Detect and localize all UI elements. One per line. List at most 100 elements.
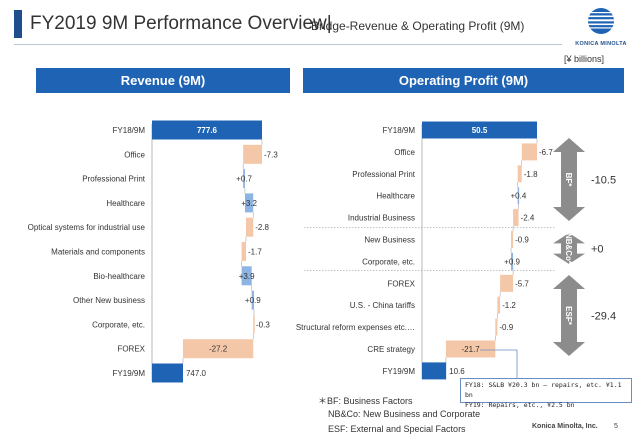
op-value-label-industrial-business: -2.4 <box>521 214 535 223</box>
revenue-value-label-forex: -27.2 <box>209 345 228 354</box>
op-value-label-fy19-9m: 10.6 <box>449 367 465 376</box>
op-value-label-office: -6.7 <box>539 148 553 157</box>
op-group-total-esf: -29.4 <box>591 311 616 323</box>
revenue-bar-professional-print <box>243 169 245 189</box>
cre-footnote-box: FY18: S&LB ¥20.3 bn – repairs, etc. ¥1.1… <box>460 378 632 409</box>
revenue-value-label-fy19-9m: 747.0 <box>186 369 207 378</box>
revenue-value-label-office: -7.3 <box>264 150 278 159</box>
title-divider <box>14 44 562 45</box>
revenue-value-label-fy18-9m: 777.6 <box>197 126 218 135</box>
revenue-category-label-fy18-9m: FY18/9M <box>113 126 146 135</box>
revenue-bar-other-new-business <box>251 290 254 310</box>
op-value-label-new-business: -0.9 <box>515 236 529 245</box>
revenue-category-label-other-new-business: Other New business <box>73 296 145 305</box>
op-group-bracket-nb-co <box>553 233 585 264</box>
op-bar-u-s-china-tariffs <box>497 296 501 314</box>
op-group-name-nb-co: NB&Co* <box>564 233 573 265</box>
op-category-label-fy18-9m: FY18/9M <box>383 126 416 135</box>
logo-wordmark: KONICA MINOLTA <box>575 41 627 47</box>
op-bar-professional-print <box>517 165 522 183</box>
title-accent-bar <box>14 10 22 38</box>
revenue-value-label-healthcare: +3.2 <box>241 199 257 208</box>
op-bar-structural-reform-expenses-etc <box>495 318 498 336</box>
op-bar-industrial-business <box>513 209 519 227</box>
op-bar-fy19-9m <box>422 362 447 380</box>
operating-profit-chart-title: Operating Profit (9M) <box>303 68 624 93</box>
revenue-bar-forex <box>182 339 254 359</box>
revenue-category-label-forex: FOREX <box>117 345 145 354</box>
page-title-text: FY2019 9M Performance Overview <box>30 13 327 34</box>
op-category-label-new-business: New Business <box>364 236 415 245</box>
revenue-value-label-professional-print: +0.7 <box>236 175 252 184</box>
revenue-value-label-optical-systems-for-industrial-use: -2.8 <box>255 223 269 232</box>
cre-callout-connector <box>480 349 518 378</box>
op-group-name-esf: ESF* <box>564 306 573 326</box>
op-value-label-healthcare: +0.4 <box>510 192 526 201</box>
revenue-category-label-professional-print: Professional Print <box>82 175 145 184</box>
op-value-label-fy18-9m: 50.5 <box>472 126 488 135</box>
op-value-label-professional-print: -1.8 <box>524 170 538 179</box>
op-bar-office <box>521 143 537 161</box>
page-subtitle: Bridge-Revenue & Operating Profit (9M) <box>311 19 525 33</box>
revenue-bar-bio-healthcare <box>241 266 252 286</box>
revenue-category-label-healthcare: Healthcare <box>106 199 145 208</box>
op-bar-cre-strategy <box>445 340 496 358</box>
revenue-value-label-corporate-etc: -0.3 <box>256 320 270 329</box>
revenue-value-label-bio-healthcare: +3.9 <box>239 272 255 281</box>
op-value-label-cre-strategy: -21.7 <box>462 345 481 354</box>
footnote-line-2: FY19: Repairs, etc., ¥2.5 bn <box>465 401 575 409</box>
footer-company: Konica Minolta, Inc. <box>532 423 598 430</box>
op-category-label-forex: FOREX <box>387 279 415 288</box>
op-category-label-office: Office <box>394 148 415 157</box>
op-category-label-healthcare: Healthcare <box>376 192 415 201</box>
revenue-bar-healthcare <box>244 193 254 213</box>
op-bar-new-business <box>511 231 514 248</box>
revenue-category-label-optical-systems-for-industrial-use: Optical systems for industrial use <box>28 223 146 232</box>
op-bar-fy18-9m <box>422 121 537 139</box>
revenue-value-label-materials-and-components: -1.7 <box>248 248 262 257</box>
revenue-bar-fy18-9m <box>152 120 262 140</box>
revenue-category-label-materials-and-components: Materials and components <box>51 248 145 257</box>
revenue-chart-title: Revenue (9M) <box>36 68 290 93</box>
op-value-label-forex: -5.7 <box>515 279 529 288</box>
revenue-category-label-corporate-etc: Corporate, etc. <box>92 320 145 329</box>
revenue-bar-materials-and-components <box>241 242 246 261</box>
op-bar-forex <box>500 274 514 292</box>
revenue-bar-optical-systems-for-industrial-use <box>245 217 254 237</box>
op-group-bracket-bf <box>553 138 585 221</box>
op-value-label-u-s-china-tariffs: -1.2 <box>502 301 516 310</box>
legend-bf: ＊BF: Business Factors <box>318 396 413 406</box>
op-category-label-structural-reform-expenses-etc: Structural reform expenses etc.… <box>296 323 415 332</box>
op-category-label-cre-strategy: CRE strategy <box>367 345 415 354</box>
op-category-label-fy19-9m: FY19/9M <box>383 367 416 376</box>
footnote-line-1: FY18: S&LB ¥20.3 bn – repairs, etc. ¥1.1… <box>465 381 622 399</box>
revenue-bar-office <box>243 144 262 164</box>
op-group-total-nb-co: +0 <box>591 244 604 256</box>
unit-label: [¥ billions] <box>564 54 605 64</box>
page-number: 5 <box>614 423 618 430</box>
op-bar-corporate-etc <box>511 252 514 270</box>
op-group-name-bf: BF* <box>564 173 573 188</box>
op-category-label-professional-print: Professional Print <box>352 170 415 179</box>
op-value-label-structural-reform-expenses-etc: -0.9 <box>499 323 513 332</box>
company-logo: KONICA MINOLTA <box>572 6 630 47</box>
legend-esf: ESF: External and Special Factors <box>328 424 466 434</box>
title-separator: | <box>326 13 332 34</box>
page-title: FY2019 9M Performance Overview| <box>30 13 332 35</box>
op-bar-healthcare <box>517 187 520 205</box>
op-group-bracket-esf <box>553 275 585 356</box>
legend-nbco: NB&Co: New Business and Corporate <box>328 409 481 419</box>
revenue-bar-corporate-etc <box>253 314 255 334</box>
revenue-category-label-bio-healthcare: Bio-healthcare <box>93 272 145 281</box>
revenue-value-label-other-new-business: +0.9 <box>245 296 261 305</box>
op-category-label-u-s-china-tariffs: U.S. - China tariffs <box>350 301 415 310</box>
logo-globe-icon <box>588 8 614 34</box>
revenue-bar-fy19-9m <box>152 363 183 383</box>
op-category-label-industrial-business: Industrial Business <box>348 214 415 223</box>
op-group-total-bf: -10.5 <box>591 175 616 187</box>
revenue-category-label-office: Office <box>124 150 145 159</box>
revenue-category-label-fy19-9m: FY19/9M <box>113 369 146 378</box>
op-category-label-corporate-etc: Corporate, etc. <box>362 257 415 266</box>
op-value-label-corporate-etc: +0.9 <box>504 257 520 266</box>
